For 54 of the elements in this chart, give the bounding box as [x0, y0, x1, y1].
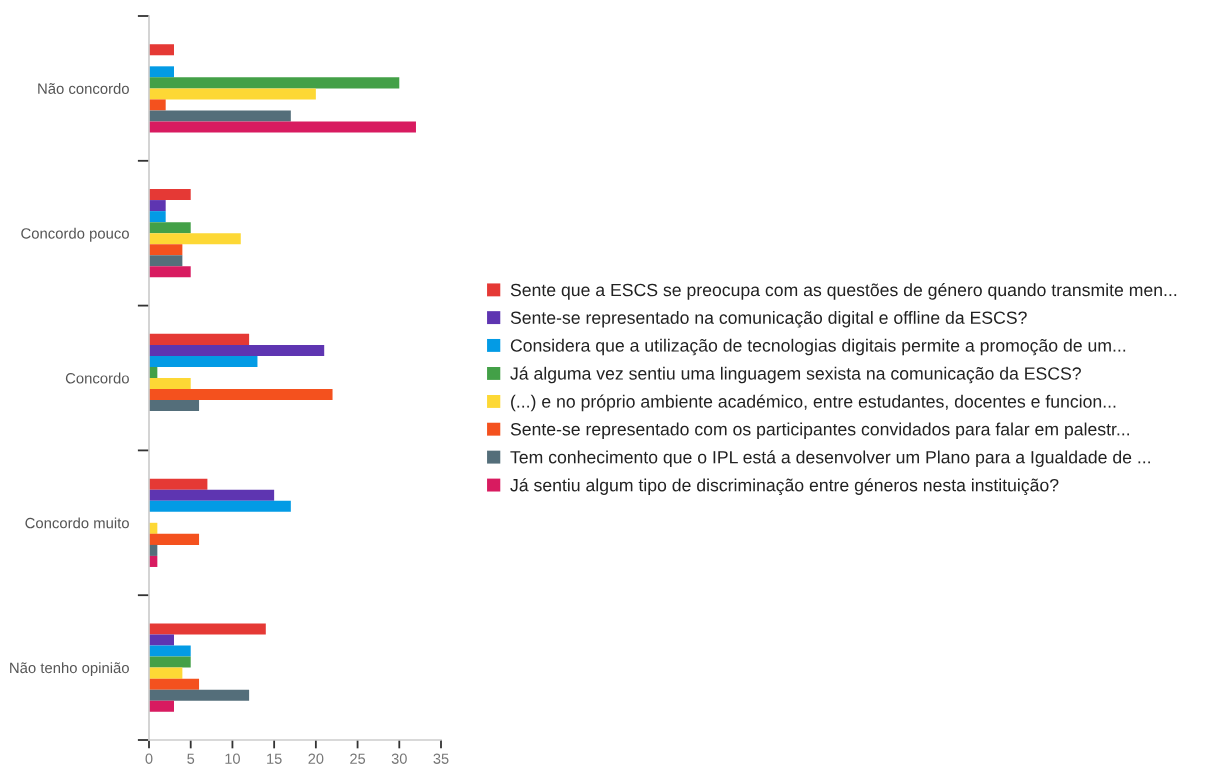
bar [149, 189, 191, 201]
bar [149, 344, 325, 356]
x-tick-label: 30 [391, 753, 407, 764]
bar [149, 121, 416, 133]
bar [149, 700, 175, 712]
bar [149, 266, 191, 278]
bar [149, 355, 258, 367]
x-tick-label: 25 [350, 753, 366, 764]
bar [149, 77, 400, 89]
y-tick-label: Concordo pouco [21, 227, 129, 242]
legend-label: Sente-se representado na comunicação digital e offline da ESCS? [510, 310, 1027, 328]
bar [149, 222, 191, 234]
bar [149, 99, 166, 111]
bar [149, 533, 200, 545]
bar [149, 255, 183, 267]
y-tick-label: Concordo muito [25, 517, 129, 529]
legend-label: Tem conhecimento que o IPL está a desenvolver um Plano para a Igualdade de ... [510, 450, 1150, 467]
bar [149, 400, 200, 412]
bar [149, 489, 275, 501]
bar [149, 500, 291, 512]
bar [149, 244, 183, 256]
legend-label: (...) e no próprio ambiente académico, entre estudantes, docentes e funcion... [511, 394, 1116, 412]
y-tick-label: Não tenho opinião [10, 662, 129, 677]
bar [149, 200, 166, 212]
x-tick-label: 5 [187, 753, 195, 764]
bar [149, 211, 166, 223]
x-tick-label: 10 [225, 753, 240, 764]
bar [149, 678, 200, 690]
bar [149, 667, 183, 679]
legend-label: Sente-se representado com os participantes convidados para falar em palestr... [510, 422, 1130, 439]
bar [149, 378, 191, 390]
x-tick-label: 20 [308, 753, 324, 764]
x-tick-label: 35 [433, 753, 449, 764]
bar [149, 66, 175, 78]
x-tick-label: 0 [145, 753, 153, 764]
bar [149, 110, 291, 122]
legend-label: Sente que a ESCS se preocupa com as questões de género quando transmite men... [510, 283, 1177, 300]
legend-label: Já sentiu algum tipo de discriminação entre géneros nesta instituição? [510, 478, 1059, 495]
bar [149, 88, 316, 100]
y-tick-label: Não concordo [38, 83, 129, 94]
bar [149, 645, 191, 657]
bar [149, 623, 266, 635]
bar [149, 656, 191, 668]
x-tick-label: 15 [267, 753, 282, 764]
bar [149, 44, 175, 56]
legend-label: Já alguma vez sentiu uma linguagem sexista na comunicação da ESCS? [510, 366, 1081, 384]
bar [149, 634, 175, 646]
legend-label: Considera que a utilização de tecnologias digitais permite a promoção de um... [510, 338, 1126, 356]
bar [149, 333, 250, 345]
bar [149, 478, 208, 490]
bar [149, 389, 333, 401]
bar [149, 233, 241, 245]
y-tick-label: Concordo [65, 372, 129, 384]
bar [149, 689, 250, 701]
